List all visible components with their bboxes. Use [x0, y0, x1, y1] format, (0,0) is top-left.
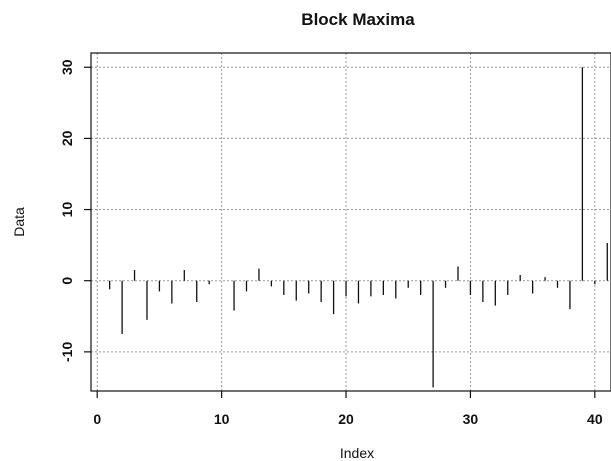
y-tick-label: -10: [59, 342, 75, 362]
chart-title: Block Maxima: [301, 10, 415, 29]
y-tick-label: 0: [59, 277, 75, 285]
plot-frame: [90, 52, 611, 392]
y-axis-label: Data: [11, 207, 27, 237]
x-tick-label: 30: [463, 411, 479, 427]
axes: 0 10 20 30 40 -10 0 10 20 30: [59, 59, 603, 427]
x-tick-label: 20: [338, 411, 354, 427]
x-tick-label: 0: [93, 411, 101, 427]
y-tick-label: 30: [59, 59, 75, 75]
x-tick-label: 10: [214, 411, 230, 427]
x-tick-label: 40: [587, 411, 603, 427]
y-tick-label: 20: [59, 130, 75, 146]
y-tick-label: 10: [59, 202, 75, 218]
data-bars: [109, 67, 608, 388]
x-axis-label: Index: [340, 445, 374, 461]
grid-lines: [91, 53, 611, 391]
